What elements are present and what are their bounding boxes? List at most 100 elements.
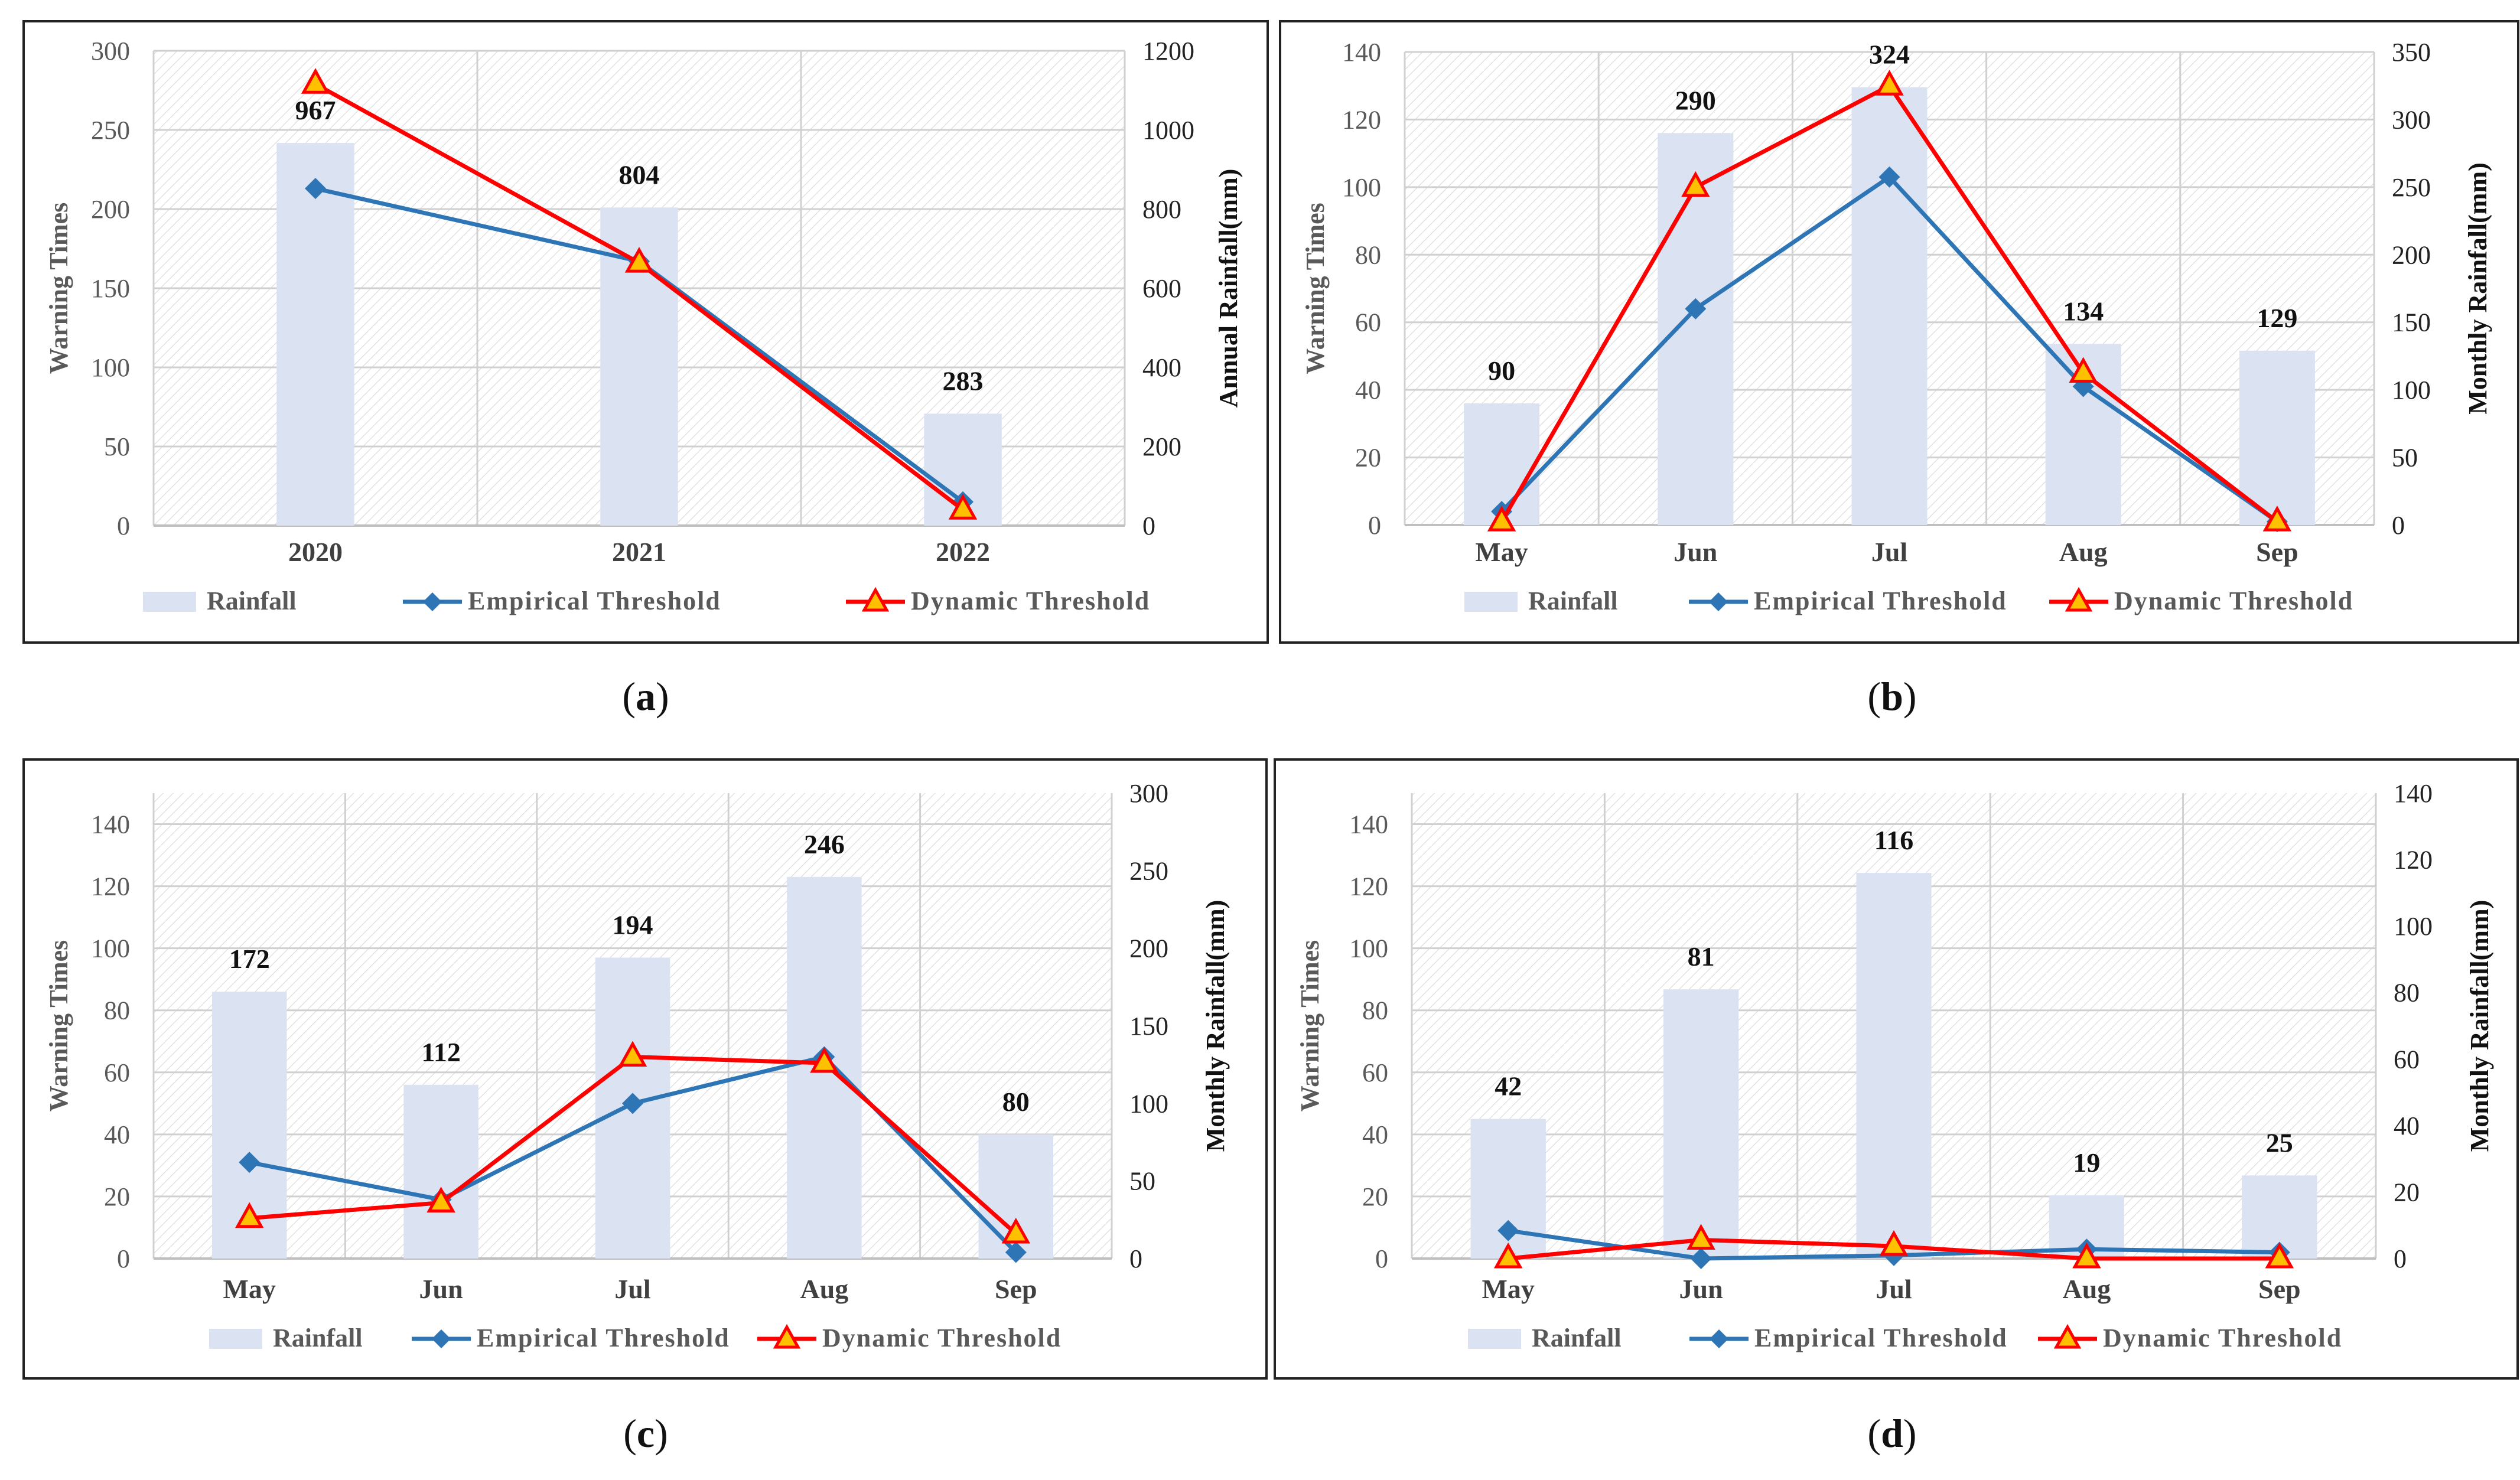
x-tick-label: Aug xyxy=(2062,1274,2111,1304)
y2-tick-label: 1000 xyxy=(1142,116,1194,145)
y-tick-label: 20 xyxy=(1362,1182,1388,1211)
y2-tick-label: 100 xyxy=(2392,376,2431,405)
y-tick-label: 80 xyxy=(104,996,130,1025)
y2-tick-label: 1200 xyxy=(1142,37,1194,66)
y-tick-label: 80 xyxy=(1355,240,1381,269)
y-tick-label: 80 xyxy=(1362,996,1388,1025)
y-tick-label: 300 xyxy=(91,37,130,66)
y-tick-label: 100 xyxy=(91,353,130,382)
chart-a: 0 50 100 150 200 250 300 0 200 400 600 800 1000 1200 W… xyxy=(44,37,1243,615)
y2-tick-label: 0 xyxy=(2394,1244,2407,1273)
rainfall-data-label: 324 xyxy=(1869,40,1910,70)
empirical-threshold-marker xyxy=(305,178,326,200)
empirical-threshold-marker xyxy=(1005,1241,1027,1263)
legend-rainfall-swatch xyxy=(143,592,196,612)
y-tick-label: 120 xyxy=(1349,872,1388,901)
rainfall-data-label: 42 xyxy=(1495,1071,1522,1101)
legend-empirical-label: Empirical Threshold xyxy=(1754,586,2007,615)
rainfall-data-label: 112 xyxy=(421,1037,460,1067)
y-tick-label: 50 xyxy=(104,432,130,461)
rainfall-bar xyxy=(1663,989,1739,1259)
y2-tick-label: 120 xyxy=(2394,846,2433,875)
rainfall-data-label: 81 xyxy=(1688,941,1715,972)
legend-rainfall-label: Rainfall xyxy=(1532,1323,1622,1352)
y-axis-title: Warning Times xyxy=(44,203,73,374)
y2-tick-label: 300 xyxy=(1129,779,1168,808)
rainfall-bar xyxy=(1658,133,1734,526)
legend-empirical-label: Empirical Threshold xyxy=(1754,1323,2008,1352)
legend-dynamic-label: Dynamic Threshold xyxy=(2103,1323,2342,1352)
x-tick-label: 2021 xyxy=(612,537,666,567)
y-tick-label: 140 xyxy=(1342,38,1381,67)
dynamic-threshold-marker xyxy=(426,1186,455,1212)
y2-tick-label: 300 xyxy=(2392,105,2431,134)
y2-tick-label: 40 xyxy=(2394,1111,2420,1140)
y-tick-label: 150 xyxy=(91,274,130,303)
y-axis-title: Warning Times xyxy=(44,940,73,1112)
y-tick-label: 60 xyxy=(1362,1058,1388,1087)
y2-axis-title: Monthly Rainfall(mm) xyxy=(1201,900,1230,1152)
rainfall-data-label: 804 xyxy=(619,159,660,190)
y-tick-label: 140 xyxy=(91,810,130,839)
y2-tick-label: 140 xyxy=(2394,779,2433,808)
y2-tick-label: 0 xyxy=(2392,511,2405,540)
legend-empirical-marker xyxy=(1710,1329,1728,1348)
empirical-threshold-marker xyxy=(239,1152,261,1173)
legend-empirical-marker xyxy=(432,1329,451,1348)
rainfall-bar xyxy=(276,143,354,526)
caption-d: (d) xyxy=(1867,1411,1917,1456)
dynamic-threshold-marker xyxy=(1487,506,1516,532)
y2-tick-label: 250 xyxy=(1129,856,1168,885)
chart-b: 0 20 40 60 80 100 120 140 0 50 100 150 200 250 300 350 W… xyxy=(1301,38,2492,615)
legend-rainfall-swatch xyxy=(1468,1329,1521,1349)
dynamic-threshold-marker xyxy=(2262,506,2292,532)
dynamic-threshold-marker xyxy=(1879,1230,1909,1256)
empirical-threshold-marker xyxy=(1685,298,1707,320)
y2-tick-label: 200 xyxy=(1142,432,1181,461)
chart-panel-c: 0 20 40 60 80 100 120 140 0 50 100 150 200 250 300 Warn… xyxy=(22,758,1268,1380)
x-tick-label: Jul xyxy=(1876,1274,1912,1304)
y2-tick-label: 150 xyxy=(2392,308,2431,337)
x-tick-label: May xyxy=(223,1274,275,1304)
y2-tick-label: 20 xyxy=(2394,1178,2420,1207)
y-tick-label: 100 xyxy=(1349,934,1388,963)
legend-empirical-marker xyxy=(1709,592,1728,611)
y-tick-label: 140 xyxy=(1349,810,1388,839)
y-tick-label: 100 xyxy=(1342,173,1381,202)
legend-rainfall-swatch xyxy=(1464,592,1518,612)
y-tick-label: 100 xyxy=(91,934,130,963)
caption-c: (c) xyxy=(623,1411,668,1456)
x-tick-label: Sep xyxy=(2258,1274,2301,1304)
rainfall-bar xyxy=(1856,873,1932,1259)
y2-tick-label: 100 xyxy=(2394,912,2433,941)
x-tick-label: Jun xyxy=(419,1274,463,1304)
y2-tick-label: 600 xyxy=(1142,274,1181,303)
y2-tick-label: 0 xyxy=(1129,1244,1142,1273)
rainfall-data-label: 134 xyxy=(2063,296,2104,326)
y2-axis-title: Monthly Rainfall(mm) xyxy=(2463,162,2492,415)
rainfall-data-label: 80 xyxy=(1002,1087,1030,1117)
x-tick-label: May xyxy=(1475,537,1528,567)
rainfall-data-label: 116 xyxy=(1874,825,1913,855)
y2-tick-label: 200 xyxy=(2392,240,2431,269)
y-tick-label: 40 xyxy=(1362,1120,1388,1149)
rainfall-data-label: 967 xyxy=(295,95,336,125)
legend-empirical-label: Empirical Threshold xyxy=(477,1323,730,1352)
dynamic-threshold-marker xyxy=(948,494,978,520)
x-tick-label: Sep xyxy=(2256,537,2298,567)
empirical-threshold-marker xyxy=(622,1093,643,1114)
dynamic-threshold-marker xyxy=(1686,1224,1715,1250)
x-tick-label: Jul xyxy=(614,1274,650,1304)
dynamic-threshold-marker xyxy=(624,246,654,273)
y2-tick-label: 50 xyxy=(1129,1167,1155,1196)
x-tick-label: 2022 xyxy=(936,537,990,567)
dynamic-threshold-marker xyxy=(1681,171,1710,197)
x-tick-label: Jul xyxy=(1871,537,1907,567)
dynamic-threshold-marker xyxy=(1875,70,1904,96)
rainfall-bar xyxy=(1851,87,1928,525)
y2-tick-label: 150 xyxy=(1129,1012,1168,1041)
y-tick-label: 200 xyxy=(91,195,130,224)
caption-b: (b) xyxy=(1867,674,1917,719)
rainfall-data-label: 90 xyxy=(1488,356,1515,386)
legend-empirical-marker xyxy=(423,592,442,611)
